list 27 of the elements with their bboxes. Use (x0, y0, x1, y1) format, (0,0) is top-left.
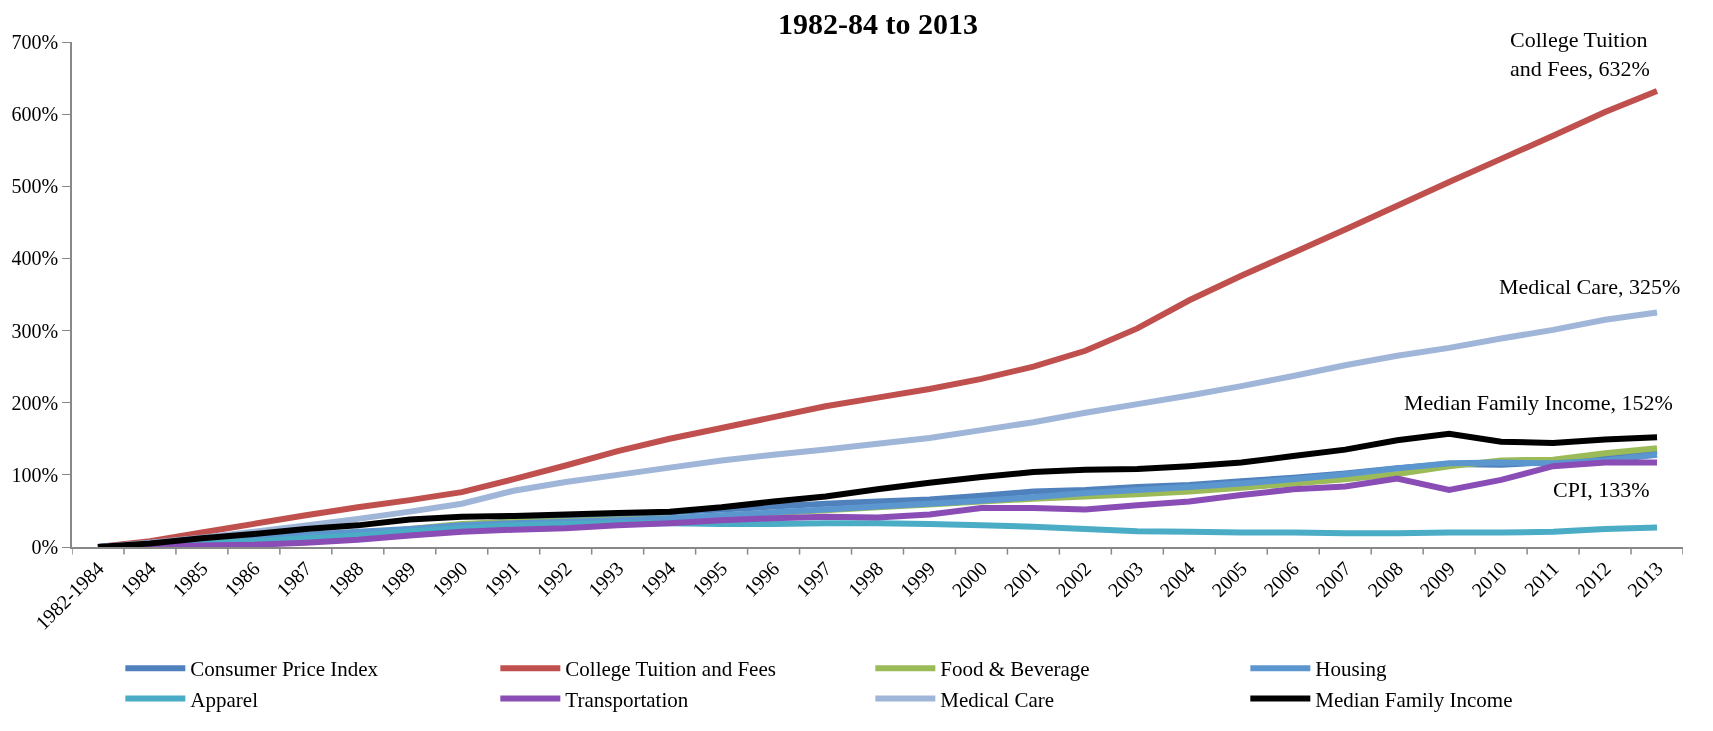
legend-label: College Tuition and Fees (565, 657, 776, 682)
legend-label: Transportation (565, 687, 689, 712)
annotation: Medical Care, 325% (1499, 274, 1681, 299)
y-tick-label: 400% (11, 247, 59, 270)
y-tick-label: 700% (11, 31, 59, 53)
legend-label: Food & Beverage (940, 657, 1090, 682)
legend-label: Consumer Price Index (190, 657, 379, 682)
annotation: College Tuition and Fees, 632% (1510, 27, 1650, 81)
y-tick-label: 600% (11, 103, 59, 126)
x-tick-label: 1991 (479, 557, 524, 601)
y-tick-label: 0% (31, 536, 59, 558)
x-tick-label: 1999 (895, 557, 940, 601)
y-tick-label: 100% (11, 463, 59, 486)
y-tick-label: 500% (11, 175, 59, 198)
x-tick-label: 1990 (427, 557, 472, 601)
chart-title: 1982-84 to 2013 (778, 7, 978, 40)
legend-label: Median Family Income (1315, 687, 1513, 712)
x-tick-label: 2011 (1519, 557, 1563, 601)
annotation: Median Family Income, 152% (1404, 390, 1673, 415)
y-tick-label: 300% (11, 319, 59, 342)
legend-label: Medical Care (940, 687, 1055, 712)
x-tick-label: 1989 (375, 557, 420, 601)
annotation: CPI, 133% (1553, 477, 1650, 502)
x-tick-label: 1992 (531, 557, 576, 601)
y-tick-label: 200% (11, 391, 59, 414)
legend-label: Apparel (190, 687, 259, 712)
legend-label: Housing (1315, 657, 1387, 682)
